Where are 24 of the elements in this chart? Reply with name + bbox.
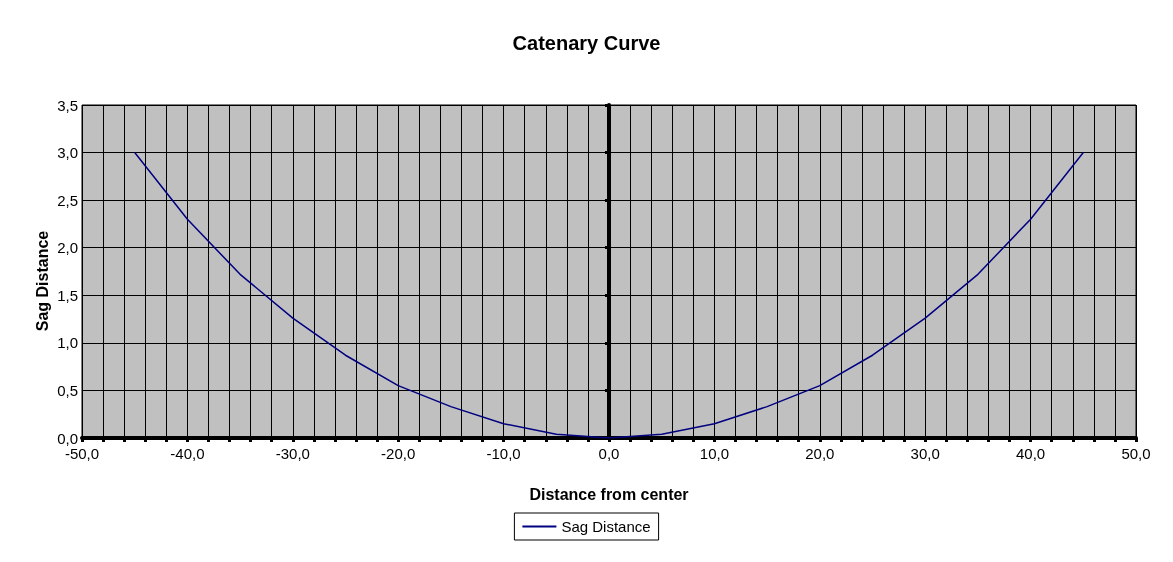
x-tick-label: -50,0 [64,445,100,462]
y-tick-label: 2,5 [57,191,78,209]
y-tick-label: 0,0 [57,429,78,447]
x-tick-label: -10,0 [486,445,521,462]
y-tick-label: 0,5 [57,381,78,399]
x-tick-label: 10,0 [699,445,729,462]
x-tick-label: 20,0 [805,445,835,462]
x-tick-label: 0,0 [598,445,620,462]
legend-label: Sag Distance [561,518,651,535]
x-tick-label: -20,0 [381,445,416,462]
x-tick-label: 50,0 [1121,445,1151,462]
y-tick-label: 1,0 [57,334,78,352]
y-axis-title: Sag Distance [33,230,51,332]
x-tick-label: -30,0 [275,445,310,462]
x-tick-label: 40,0 [1016,445,1046,462]
y-tick-label: 2,0 [57,239,78,257]
y-tick-label: 1,5 [57,286,78,304]
line-series [133,151,1085,439]
x-tick-label: 30,0 [910,445,940,462]
x-axis-title: Distance from center [529,485,689,503]
y-tick-label: 3,0 [57,144,78,162]
x-tick-label: -40,0 [170,445,205,462]
chart-title: Catenary Curve [512,32,661,54]
y-tick-label: 3,5 [57,96,78,114]
